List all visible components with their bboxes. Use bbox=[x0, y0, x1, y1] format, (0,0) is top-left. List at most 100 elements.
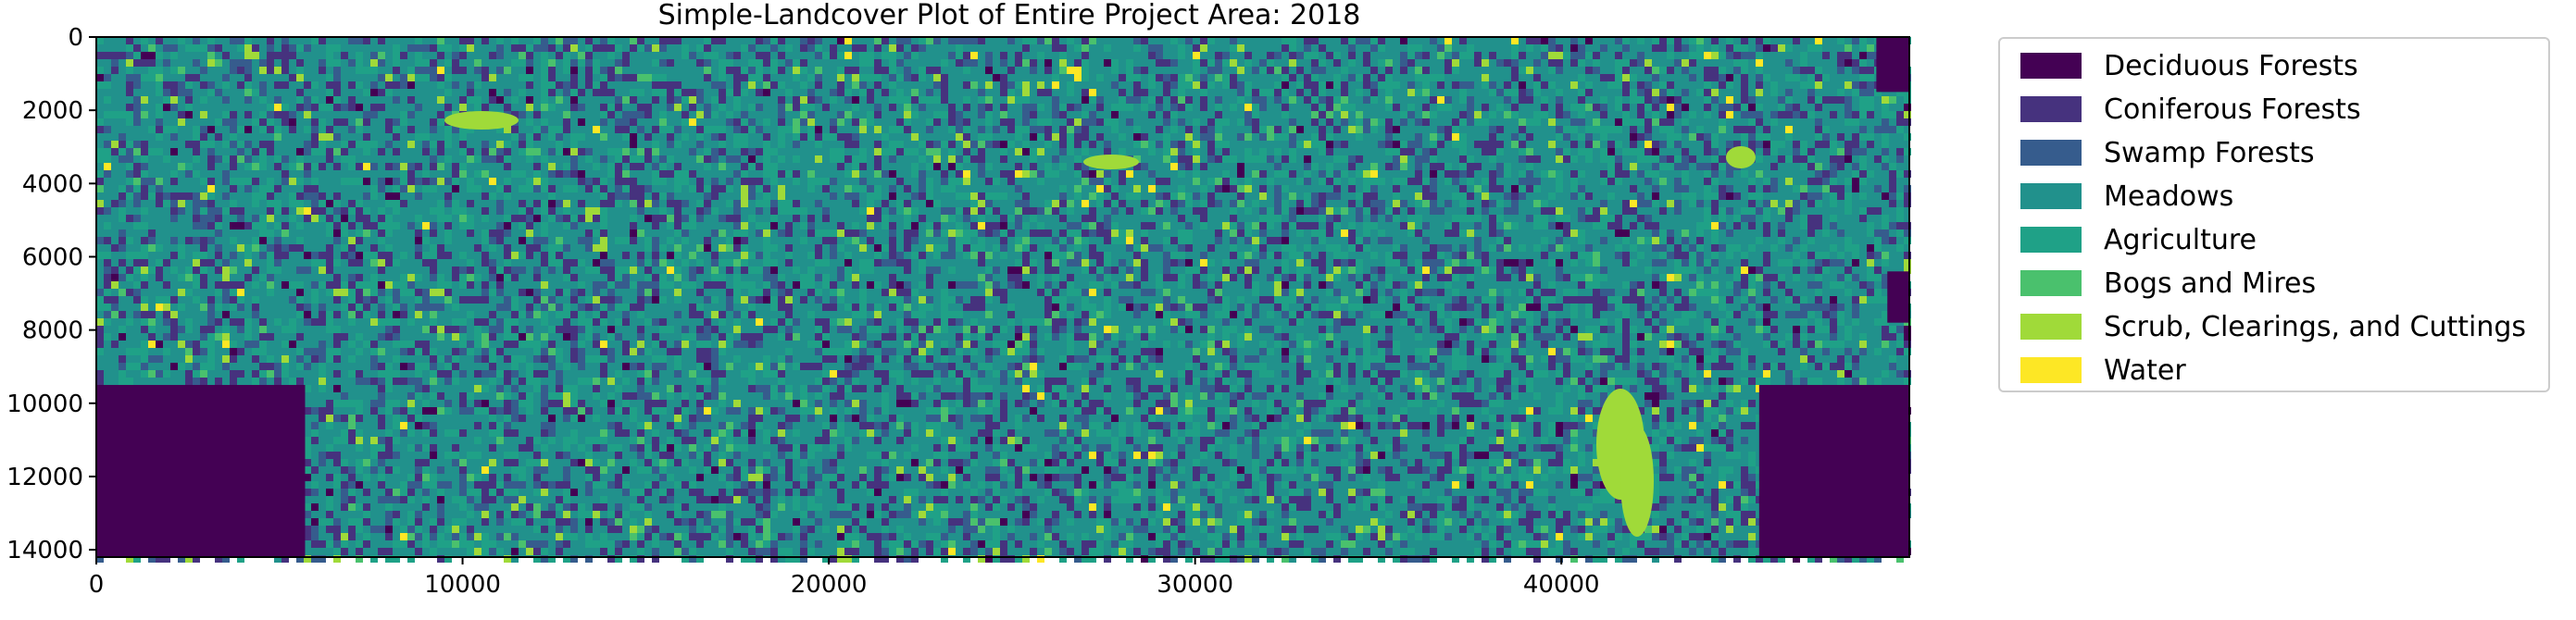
raster-cell bbox=[1163, 222, 1170, 229]
raster-cell bbox=[1711, 37, 1719, 44]
raster-cell bbox=[593, 244, 600, 252]
raster-cell bbox=[1163, 141, 1170, 148]
raster-cell bbox=[1711, 281, 1719, 289]
raster-cell bbox=[422, 178, 430, 185]
raster-cell bbox=[541, 74, 548, 81]
raster-cell bbox=[1519, 244, 1526, 252]
raster-cell bbox=[1207, 81, 1215, 89]
raster-cell bbox=[1459, 155, 1467, 163]
raster-cell bbox=[1607, 170, 1615, 178]
raster-cell bbox=[341, 59, 348, 67]
raster-cell bbox=[1541, 170, 1548, 178]
raster-cell bbox=[822, 304, 830, 311]
raster-cell bbox=[1859, 296, 1867, 304]
raster-cell bbox=[444, 126, 452, 133]
raster-cell bbox=[607, 304, 615, 311]
raster-cell bbox=[1793, 141, 1800, 148]
raster-cell bbox=[541, 296, 548, 304]
raster-cell bbox=[1644, 178, 1652, 185]
raster-cell bbox=[711, 148, 719, 155]
raster-cell bbox=[1104, 118, 1111, 126]
raster-cell bbox=[548, 89, 556, 96]
raster-cell bbox=[1341, 37, 1348, 44]
raster-cell bbox=[489, 178, 496, 185]
raster-cell bbox=[467, 267, 474, 274]
raster-cell bbox=[1704, 104, 1711, 111]
raster-cell bbox=[719, 126, 726, 133]
raster-cell bbox=[1556, 96, 1563, 104]
raster-cell bbox=[1785, 244, 1793, 252]
raster-cell bbox=[1467, 44, 1474, 52]
raster-cell bbox=[615, 185, 622, 192]
raster-cell bbox=[519, 252, 526, 259]
raster-cell bbox=[393, 281, 400, 289]
raster-cell bbox=[807, 126, 815, 133]
raster-cell bbox=[748, 252, 756, 259]
raster-cell bbox=[756, 207, 763, 215]
raster-cell bbox=[1874, 289, 1882, 296]
raster-cell bbox=[170, 178, 178, 185]
raster-cell bbox=[1896, 148, 1904, 155]
raster-cell bbox=[644, 185, 652, 192]
raster-cell bbox=[1630, 118, 1637, 126]
raster-cell bbox=[1837, 155, 1844, 163]
raster-cell bbox=[126, 163, 133, 170]
raster-cell bbox=[1074, 252, 1082, 259]
raster-cell bbox=[296, 155, 304, 163]
raster-cell bbox=[1711, 170, 1719, 178]
raster-cell bbox=[1030, 126, 1037, 133]
raster-cell bbox=[459, 222, 467, 229]
raster-cell bbox=[852, 200, 859, 207]
raster-cell bbox=[230, 207, 237, 215]
raster-cell bbox=[163, 96, 170, 104]
raster-cell bbox=[696, 133, 704, 141]
raster-cell bbox=[844, 192, 852, 200]
raster-cell bbox=[1259, 222, 1267, 229]
raster-cell bbox=[348, 96, 356, 104]
raster-cell bbox=[459, 126, 467, 133]
raster-cell bbox=[296, 89, 304, 96]
raster-cell bbox=[733, 274, 741, 281]
raster-cell bbox=[1652, 118, 1659, 126]
raster-cell bbox=[1200, 74, 1207, 81]
raster-cell bbox=[1452, 126, 1459, 133]
landcover-raster bbox=[96, 37, 1911, 563]
raster-cell bbox=[1259, 126, 1267, 133]
raster-cell bbox=[1111, 281, 1119, 289]
raster-cell bbox=[1556, 237, 1563, 244]
raster-cell bbox=[363, 296, 370, 304]
raster-cell bbox=[1867, 52, 1874, 59]
raster-cell bbox=[837, 52, 844, 59]
raster-cell bbox=[652, 200, 659, 207]
raster-cell bbox=[1326, 222, 1333, 229]
raster-cell bbox=[793, 267, 800, 274]
raster-cell bbox=[1711, 289, 1719, 296]
raster-cell bbox=[1030, 267, 1037, 274]
raster-cell bbox=[593, 207, 600, 215]
raster-cell bbox=[815, 44, 822, 52]
raster-cell bbox=[1022, 170, 1030, 178]
raster-cell bbox=[422, 59, 430, 67]
raster-cell bbox=[837, 74, 844, 81]
raster-cell bbox=[1178, 296, 1185, 304]
raster-cell bbox=[1082, 267, 1089, 274]
raster-cell bbox=[622, 133, 630, 141]
raster-cell bbox=[822, 104, 830, 111]
raster-cell bbox=[289, 281, 296, 289]
raster-cell bbox=[1430, 37, 1437, 44]
raster-cell bbox=[1770, 244, 1778, 252]
raster-cell bbox=[889, 244, 896, 252]
raster-cell bbox=[874, 215, 882, 222]
raster-cell bbox=[1711, 192, 1719, 200]
raster-cell bbox=[607, 281, 615, 289]
raster-cell bbox=[111, 296, 119, 304]
raster-cell bbox=[126, 81, 133, 89]
raster-cell bbox=[1000, 111, 1007, 118]
raster-cell bbox=[1400, 59, 1407, 67]
raster-cell bbox=[1193, 281, 1200, 289]
raster-cell bbox=[793, 133, 800, 141]
raster-cell bbox=[526, 185, 533, 192]
raster-cell bbox=[548, 215, 556, 222]
raster-cell bbox=[1363, 192, 1370, 200]
raster-cell bbox=[719, 259, 726, 267]
